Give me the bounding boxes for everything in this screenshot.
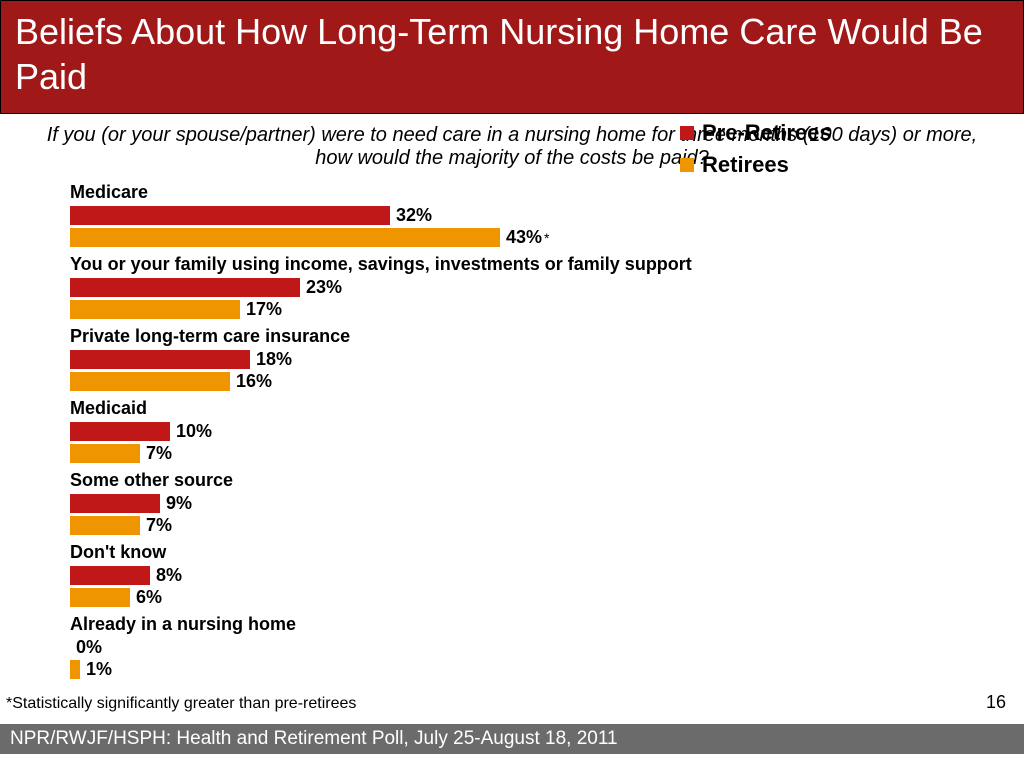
bar-row-pre: 8% xyxy=(70,565,1014,586)
bar-ret xyxy=(70,300,240,319)
group-label: Some other source xyxy=(70,470,1014,491)
page-title: Beliefs About How Long-Term Nursing Home… xyxy=(15,9,1009,99)
page-number: 16 xyxy=(986,692,1006,713)
bar-row-pre: 10% xyxy=(70,421,1014,442)
legend-label-pre: Pre-Retirees xyxy=(702,120,832,146)
value-ret: 7% xyxy=(146,515,172,536)
bar-ret xyxy=(70,588,130,607)
bar-ret xyxy=(70,372,230,391)
value-pre: 9% xyxy=(166,493,192,514)
group-label: Don't know xyxy=(70,542,1014,563)
chart-group: Private long-term care insurance18%16% xyxy=(70,326,1014,392)
bar-row-ret: 1% xyxy=(70,659,1014,680)
value-pre: 10% xyxy=(176,421,212,442)
value-ret: 43% xyxy=(506,227,542,248)
bar-chart: Medicare32%43%*You or your family using … xyxy=(0,178,1024,680)
bar-pre xyxy=(70,566,150,585)
footnote: *Statistically significantly greater tha… xyxy=(6,695,356,713)
bar-row-ret: 6% xyxy=(70,587,1014,608)
title-header: Beliefs About How Long-Term Nursing Home… xyxy=(0,0,1024,114)
bar-row-ret: 7% xyxy=(70,515,1014,536)
bar-pre xyxy=(70,206,390,225)
source-bar: NPR/RWJF/HSPH: Health and Retirement Pol… xyxy=(0,724,1024,754)
bar-ret xyxy=(70,516,140,535)
value-pre: 0% xyxy=(76,637,102,658)
chart-group: You or your family using income, savings… xyxy=(70,254,1014,320)
legend-label-ret: Retirees xyxy=(702,152,789,178)
value-pre: 32% xyxy=(396,205,432,226)
bar-row-ret: 7% xyxy=(70,443,1014,464)
legend-box-pre xyxy=(680,126,694,140)
bar-pre xyxy=(70,350,250,369)
legend-pre-retirees: Pre-Retirees xyxy=(680,120,832,146)
bar-row-pre: 18% xyxy=(70,349,1014,370)
bar-row-ret: 17% xyxy=(70,299,1014,320)
bar-pre xyxy=(70,278,300,297)
value-pre: 18% xyxy=(256,349,292,370)
value-ret: 6% xyxy=(136,587,162,608)
value-pre: 8% xyxy=(156,565,182,586)
value-ret: 16% xyxy=(236,371,272,392)
bar-row-pre: 9% xyxy=(70,493,1014,514)
group-label: Medicare xyxy=(70,182,1014,203)
bar-ret xyxy=(70,660,80,679)
legend: Pre-Retirees Retirees xyxy=(680,120,832,184)
legend-retirees: Retirees xyxy=(680,152,832,178)
value-ret: 1% xyxy=(86,659,112,680)
bar-row-ret: 43%* xyxy=(70,227,1014,248)
value-pre: 23% xyxy=(306,277,342,298)
bar-row-ret: 16% xyxy=(70,371,1014,392)
group-label: Already in a nursing home xyxy=(70,614,1014,635)
chart-group: Medicaid10%7% xyxy=(70,398,1014,464)
chart-group: Some other source9%7% xyxy=(70,470,1014,536)
group-label: Private long-term care insurance xyxy=(70,326,1014,347)
group-label: You or your family using income, savings… xyxy=(70,254,1014,275)
value-ret: 7% xyxy=(146,443,172,464)
chart-group: Already in a nursing home0%1% xyxy=(70,614,1014,680)
chart-group: Don't know8%6% xyxy=(70,542,1014,608)
bar-ret xyxy=(70,228,500,247)
chart-group: Medicare32%43%* xyxy=(70,182,1014,248)
bar-pre xyxy=(70,494,160,513)
group-label: Medicaid xyxy=(70,398,1014,419)
bar-row-pre: 32% xyxy=(70,205,1014,226)
star-icon: * xyxy=(544,230,549,246)
bar-pre xyxy=(70,422,170,441)
bar-row-pre: 23% xyxy=(70,277,1014,298)
bar-ret xyxy=(70,444,140,463)
bar-row-pre: 0% xyxy=(70,637,1014,658)
value-ret: 17% xyxy=(246,299,282,320)
question-subtitle: If you (or your spouse/partner) were to … xyxy=(0,114,1024,178)
legend-box-ret xyxy=(680,158,694,172)
